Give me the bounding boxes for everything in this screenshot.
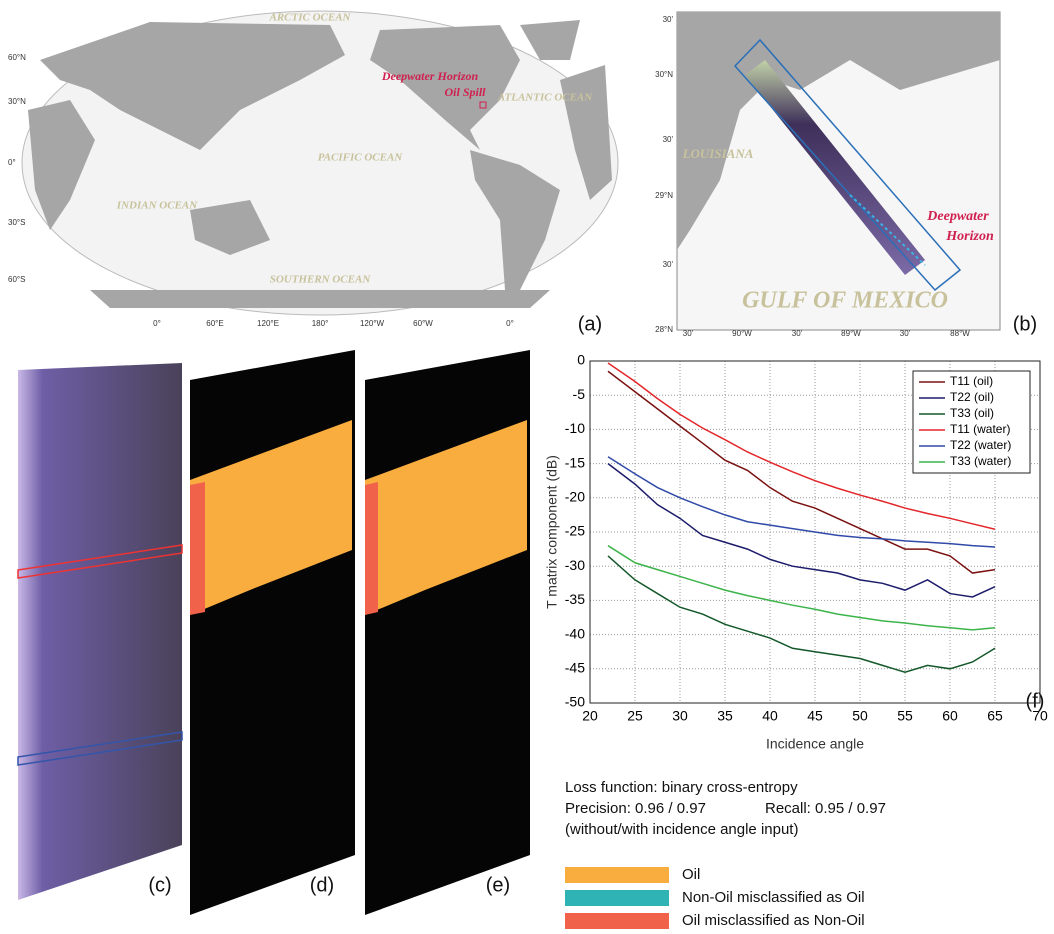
lat-label: 30°N: [8, 97, 26, 106]
gulf-map: [677, 12, 1000, 330]
series-line: [608, 546, 995, 630]
lat-label: 30': [663, 260, 674, 269]
lat-label: 0°: [8, 158, 16, 167]
y-axis-label: T matrix component (dB): [544, 455, 560, 609]
panel-label: (b): [1013, 313, 1037, 335]
lon-label: 120°E: [257, 319, 279, 328]
x-tick-label: 35: [717, 708, 733, 724]
legend-label: T22 (water): [950, 438, 1011, 452]
legend-label: T33 (oil): [950, 406, 994, 420]
lon-label: 60°E: [206, 319, 223, 328]
x-axis-label: Incidence angle: [766, 736, 864, 752]
note: Recall: 0.95 / 0.97: [765, 800, 886, 817]
panel-label: (c): [148, 874, 171, 896]
y-tick-label: -45: [565, 660, 585, 676]
x-tick-label: 65: [987, 708, 1003, 724]
lon-label: 30': [792, 329, 803, 338]
panel-label: (a): [578, 313, 602, 335]
legend-swatch: [565, 913, 669, 929]
x-tick-label: 70: [1032, 708, 1048, 724]
lat-label: 28°N: [655, 325, 673, 334]
lat-label: 29°N: [655, 191, 673, 200]
legend-label: T22 (oil): [950, 390, 994, 404]
region-label: LOUISIANA: [682, 146, 754, 161]
ocean-label: SOUTHERN OCEAN: [270, 274, 372, 286]
x-tick-label: 40: [762, 708, 778, 724]
series-line: [608, 556, 995, 672]
site-label: Horizon: [945, 229, 994, 244]
lon-label: 0°: [506, 319, 514, 328]
lon-label: 89°W: [841, 329, 861, 338]
x-tick-label: 30: [672, 708, 688, 724]
ocean-label: INDIAN OCEAN: [116, 200, 198, 212]
panel-label: (d): [310, 874, 334, 896]
lon-label: 30': [900, 329, 911, 338]
y-tick-label: -25: [565, 523, 585, 539]
lat-label: 30': [663, 135, 674, 144]
y-tick-label: -30: [565, 557, 585, 573]
legend-label: Oil: [682, 866, 700, 883]
y-tick-label: -15: [565, 454, 585, 470]
lat-label: 60°N: [8, 53, 26, 62]
lon-label: 88°W: [950, 329, 970, 338]
y-tick-label: -35: [565, 591, 585, 607]
lon-label: 90°W: [732, 329, 752, 338]
panel-label: (e): [486, 874, 510, 896]
sea-label: GULF OF MEXICO: [742, 288, 948, 314]
sar-panels: [18, 350, 530, 915]
lon-label: 30': [683, 329, 694, 338]
legend-swatch: [565, 867, 669, 883]
legend-swatch: [565, 890, 669, 906]
lat-label: 30°S: [8, 218, 25, 227]
note: (without/with incidence angle input): [565, 821, 798, 838]
lon-label: 120°W: [360, 319, 385, 328]
y-tick-label: 0: [577, 352, 585, 368]
y-tick-label: -10: [565, 420, 585, 436]
x-tick-label: 20: [582, 708, 598, 724]
site-label: Deepwater: [926, 209, 989, 224]
legend-label: Non-Oil misclassified as Oil: [682, 889, 865, 906]
x-tick-label: 60: [942, 708, 958, 724]
legend-label: T11 (oil): [950, 374, 993, 388]
x-tick-label: 55: [897, 708, 913, 724]
note: Precision: 0.96 / 0.97: [565, 800, 706, 817]
y-tick-label: -40: [565, 625, 585, 641]
x-tick-label: 50: [852, 708, 868, 724]
lon-label: 180°: [312, 319, 329, 328]
y-tick-label: -20: [565, 489, 585, 505]
lat-label: 30°N: [655, 70, 673, 79]
x-tick-label: 45: [807, 708, 823, 724]
ocean-label: ATLANTIC OCEAN: [497, 92, 593, 104]
figure: ARCTIC OCEAN ATLANTIC OCEAN PACIFIC OCEA…: [0, 0, 1054, 934]
note: Loss function: binary cross-entropy: [565, 779, 798, 796]
x-tick-label: 25: [627, 708, 643, 724]
legend-label: Oil misclassified as Non-Oil: [682, 912, 865, 929]
lat-label: 30': [663, 15, 674, 24]
ocean-label: PACIFIC OCEAN: [318, 152, 404, 164]
ocean-label: ARCTIC OCEAN: [269, 12, 352, 24]
site-label: Oil Spill: [444, 85, 486, 99]
legend-label: T11 (water): [950, 422, 1010, 436]
legend-label: T33 (water): [950, 454, 1011, 468]
lon-label: 0°: [153, 319, 161, 328]
y-tick-label: -5: [573, 386, 586, 402]
lat-label: 60°S: [8, 275, 25, 284]
lon-label: 60°W: [413, 319, 433, 328]
site-label: Deepwater Horizon: [381, 69, 479, 83]
